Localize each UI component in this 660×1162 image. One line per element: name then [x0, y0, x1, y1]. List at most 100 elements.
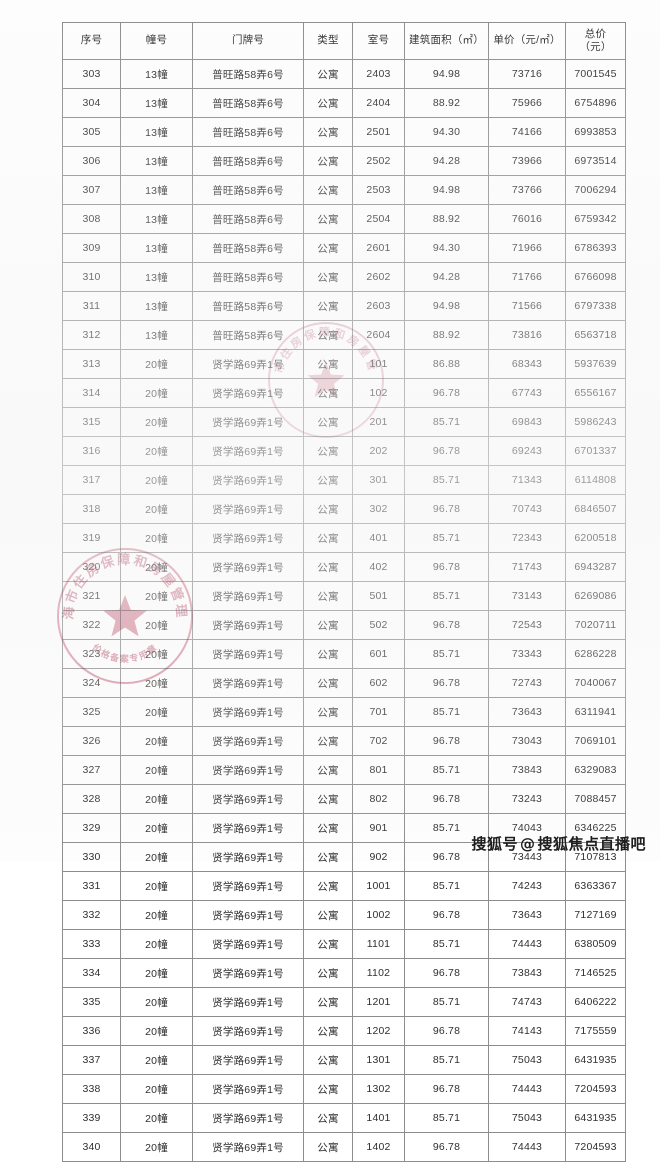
cell-total: 6431935 — [565, 1045, 626, 1075]
cell-area: 85.71 — [404, 581, 489, 611]
cell-addr: 贤学路69弄1号 — [192, 552, 304, 582]
cell-total: 5986243 — [565, 407, 626, 437]
cell-room: 702 — [352, 726, 405, 756]
cell-room: 2602 — [352, 262, 405, 292]
cell-room: 401 — [352, 523, 405, 553]
cell-addr: 普旺路58弄6号 — [192, 204, 304, 234]
cell-bldg: 13幢 — [120, 88, 193, 118]
cell-room: 1101 — [352, 929, 405, 959]
cell-type: 公寓 — [303, 581, 353, 611]
cell-unit: 75043 — [488, 1045, 566, 1075]
cell-seq: 324 — [62, 668, 121, 698]
cell-seq: 338 — [62, 1074, 121, 1104]
cell-unit: 72543 — [488, 610, 566, 640]
cell-bldg: 20幢 — [120, 842, 193, 872]
source-watermark: 搜狐号 @ 搜狐焦点直播吧 — [471, 833, 646, 854]
cell-room: 1202 — [352, 1016, 405, 1046]
cell-addr: 贤学路69弄1号 — [192, 349, 304, 379]
cell-seq: 334 — [62, 958, 121, 988]
table-row: 333 20幢 贤学路69弄1号 公寓 1101 85.71 74443 6380509 — [62, 929, 626, 959]
cell-type: 公寓 — [303, 88, 353, 118]
table-row: 304 13幢 普旺路58弄6号 公寓 2404 88.92 75966 6754896 — [62, 88, 626, 118]
cell-addr: 普旺路58弄6号 — [192, 146, 304, 176]
cell-area: 96.78 — [404, 1074, 489, 1104]
cell-unit: 73716 — [488, 59, 566, 89]
cell-type: 公寓 — [303, 320, 353, 350]
cell-total: 6114808 — [565, 465, 626, 495]
cell-area: 85.71 — [404, 1045, 489, 1075]
cell-addr: 贤学路69弄1号 — [192, 610, 304, 640]
cell-room: 2502 — [352, 146, 405, 176]
cell-addr: 贤学路69弄1号 — [192, 987, 304, 1017]
cell-seq: 310 — [62, 262, 121, 292]
cell-type: 公寓 — [303, 842, 353, 872]
cell-bldg: 20幢 — [120, 523, 193, 553]
cell-addr: 贤学路69弄1号 — [192, 581, 304, 611]
cell-seq: 321 — [62, 581, 121, 611]
cell-seq: 331 — [62, 871, 121, 901]
cell-seq: 323 — [62, 639, 121, 669]
cell-area: 96.78 — [404, 436, 489, 466]
table-body: 303 13幢 普旺路58弄6号 公寓 2403 94.98 73716 7001545 304… — [62, 59, 626, 1162]
cell-unit: 73843 — [488, 958, 566, 988]
cell-bldg: 20幢 — [120, 697, 193, 727]
cell-total: 6846507 — [565, 494, 626, 524]
cell-bldg: 20幢 — [120, 755, 193, 785]
table-row: 338 20幢 贤学路69弄1号 公寓 1302 96.78 74443 7204593 — [62, 1074, 626, 1104]
cell-type: 公寓 — [303, 204, 353, 234]
cell-unit: 69843 — [488, 407, 566, 437]
cell-unit: 74443 — [488, 929, 566, 959]
cell-area: 96.78 — [404, 494, 489, 524]
cell-total: 6329083 — [565, 755, 626, 785]
column-header-area: 建筑面积（㎡） — [404, 22, 489, 60]
cell-addr: 贤学路69弄1号 — [192, 494, 304, 524]
cell-type: 公寓 — [303, 117, 353, 147]
table-row: 309 13幢 普旺路58弄6号 公寓 2601 94.30 71966 6786393 — [62, 233, 626, 263]
cell-seq: 309 — [62, 233, 121, 263]
table-row: 308 13幢 普旺路58弄6号 公寓 2504 88.92 76016 6759342 — [62, 204, 626, 234]
column-header-type: 类型 — [303, 22, 353, 60]
cell-seq: 336 — [62, 1016, 121, 1046]
cell-total: 7069101 — [565, 726, 626, 756]
table-header: 序号 幢号 门牌号 类型 室号 建筑面积（㎡） 单价（元/㎡） 总价 （元） — [62, 22, 626, 60]
cell-total: 6993853 — [565, 117, 626, 147]
cell-bldg: 13幢 — [120, 146, 193, 176]
cell-addr: 贤学路69弄1号 — [192, 697, 304, 727]
cell-total: 6200518 — [565, 523, 626, 553]
column-header-addr: 门牌号 — [192, 22, 304, 60]
cell-addr: 贤学路69弄1号 — [192, 842, 304, 872]
cell-unit: 73343 — [488, 639, 566, 669]
cell-bldg: 13幢 — [120, 175, 193, 205]
cell-unit: 74166 — [488, 117, 566, 147]
cell-total: 6406222 — [565, 987, 626, 1017]
cell-area: 85.71 — [404, 407, 489, 437]
watermark-prefix: 搜狐号 — [471, 835, 518, 853]
cell-total: 6754896 — [565, 88, 626, 118]
cell-total: 6563718 — [565, 320, 626, 350]
cell-room: 1402 — [352, 1132, 405, 1162]
cell-room: 2404 — [352, 88, 405, 118]
cell-type: 公寓 — [303, 697, 353, 727]
cell-total: 6797338 — [565, 291, 626, 321]
table-row: 325 20幢 贤学路69弄1号 公寓 701 85.71 73643 6311941 — [62, 697, 626, 727]
cell-area: 85.71 — [404, 639, 489, 669]
cell-type: 公寓 — [303, 233, 353, 263]
cell-room: 1001 — [352, 871, 405, 901]
cell-type: 公寓 — [303, 726, 353, 756]
cell-addr: 普旺路58弄6号 — [192, 175, 304, 205]
cell-total: 7204593 — [565, 1074, 626, 1104]
cell-area: 86.88 — [404, 349, 489, 379]
cell-unit: 71966 — [488, 233, 566, 263]
cell-bldg: 20幢 — [120, 1074, 193, 1104]
cell-type: 公寓 — [303, 262, 353, 292]
cell-area: 94.30 — [404, 117, 489, 147]
cell-unit: 74243 — [488, 871, 566, 901]
cell-type: 公寓 — [303, 1074, 353, 1104]
cell-unit: 68343 — [488, 349, 566, 379]
cell-total: 7204593 — [565, 1132, 626, 1162]
cell-type: 公寓 — [303, 871, 353, 901]
cell-bldg: 20幢 — [120, 407, 193, 437]
cell-type: 公寓 — [303, 900, 353, 930]
cell-total: 7001545 — [565, 59, 626, 89]
